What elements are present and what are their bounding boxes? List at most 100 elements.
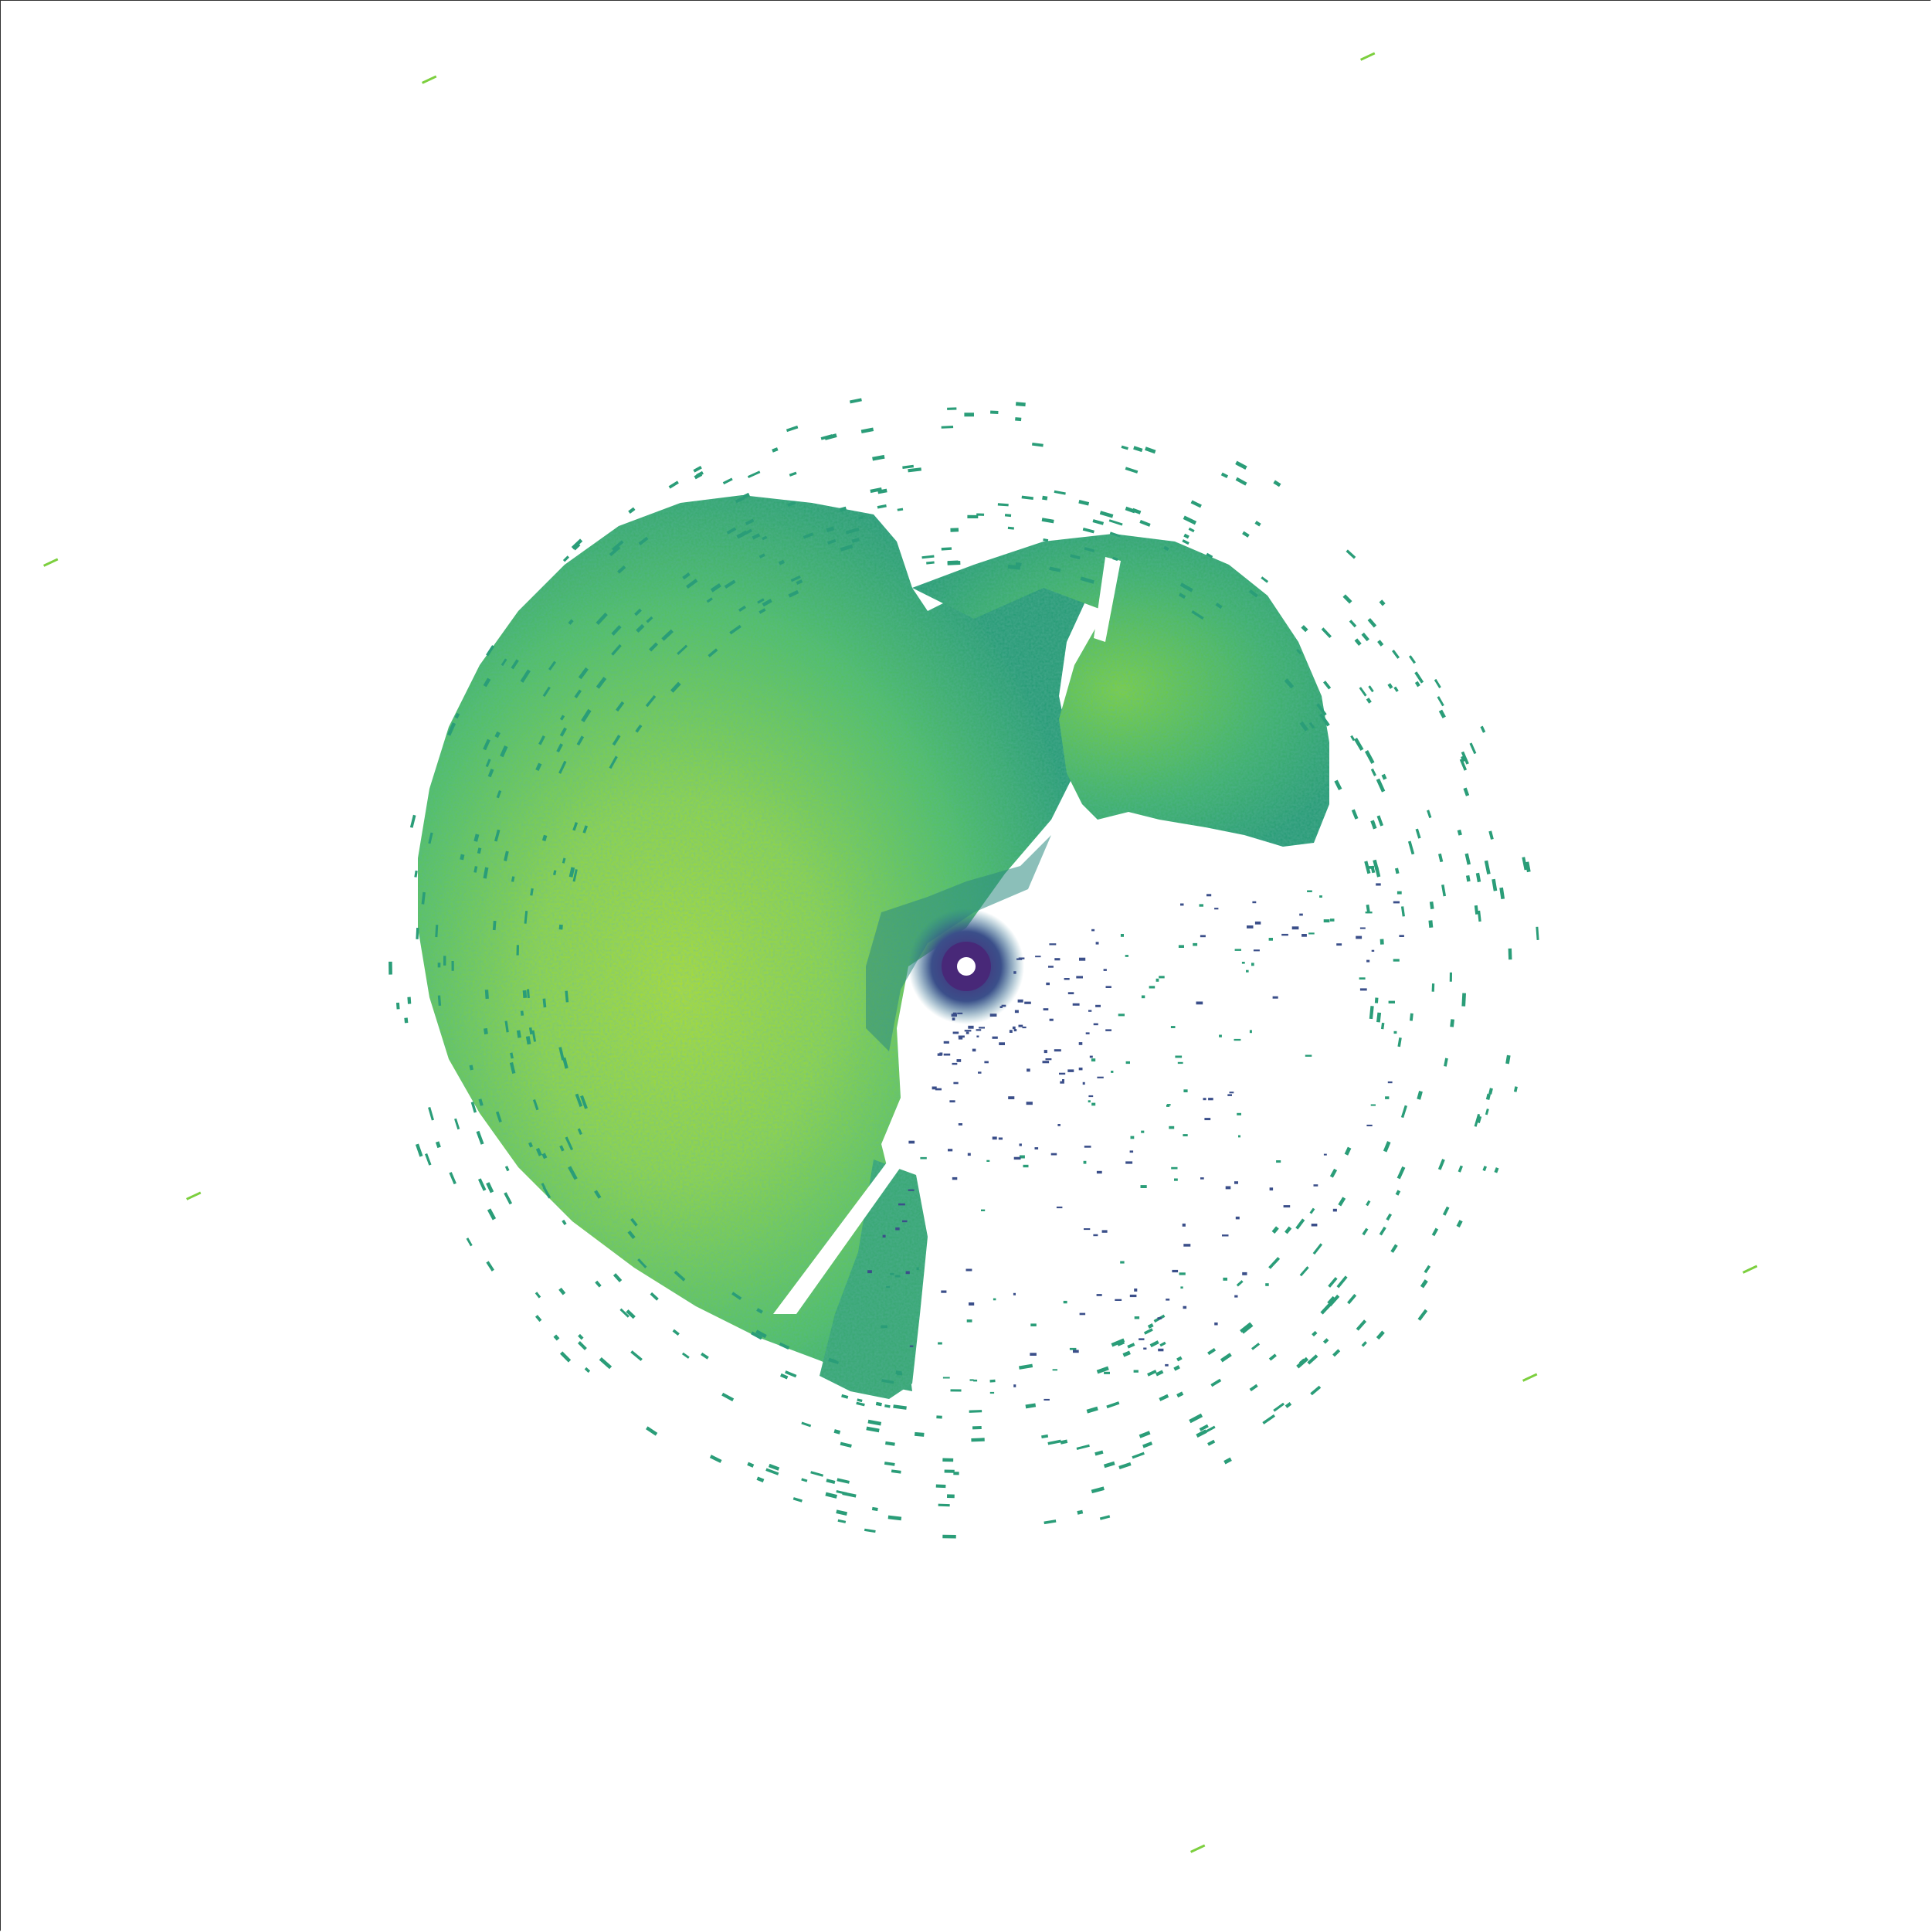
echo-speckle — [999, 1006, 1003, 1008]
echo-speckle — [920, 1156, 927, 1160]
echo-speckle — [1009, 1030, 1013, 1033]
echo-speckle — [1054, 958, 1061, 961]
echo-speckle — [845, 527, 860, 535]
echo-speckle — [779, 1373, 789, 1380]
echo-speckle — [1322, 1338, 1329, 1344]
echo-speckle — [1299, 913, 1303, 916]
echo-speckle — [1199, 904, 1203, 907]
echo-speckle — [1367, 618, 1377, 628]
echo-speckle — [535, 762, 542, 772]
echo-speckle — [1522, 857, 1528, 871]
echo-speckle — [553, 1334, 560, 1341]
echo-speckle — [1307, 1354, 1318, 1365]
echo-speckle — [562, 555, 570, 562]
echo-speckle — [1338, 1197, 1346, 1207]
echo-speckle — [824, 433, 837, 440]
echo-speckle — [454, 1118, 460, 1130]
echo-speckle — [1312, 1243, 1323, 1255]
echo-speckle — [1359, 687, 1367, 697]
echo-speckle — [1235, 477, 1247, 486]
echo-speckle — [755, 1329, 767, 1339]
echo-speckle — [1429, 901, 1434, 910]
echo-speckle — [1437, 1159, 1445, 1170]
echo-speckle — [1249, 1030, 1252, 1034]
far-field-streak — [1742, 1265, 1758, 1274]
echo-speckle — [756, 1308, 763, 1314]
echo-speckle — [1062, 1079, 1064, 1081]
echo-speckle — [958, 1037, 963, 1040]
echo-speckle — [612, 735, 621, 746]
echo-speckle — [1139, 1338, 1145, 1340]
echo-speckle — [1178, 945, 1184, 948]
echo-speckle — [1015, 417, 1022, 422]
echo-speckle — [964, 413, 975, 417]
echo-speckle — [509, 1061, 516, 1075]
echo-speckle — [492, 920, 497, 931]
echo-speckle — [421, 891, 426, 905]
echo-speckle — [778, 559, 785, 565]
echo-speckle — [578, 1333, 584, 1340]
echo-speckle — [1222, 1234, 1229, 1237]
echo-speckle — [826, 1479, 836, 1484]
echo-speckle — [895, 1227, 900, 1231]
echo-speckle — [1251, 963, 1254, 966]
echo-speckle — [792, 1497, 803, 1502]
echo-speckle — [1159, 1394, 1169, 1401]
echo-speckle — [637, 1258, 647, 1268]
echo-speckle — [577, 1341, 587, 1350]
echo-speckle — [1249, 1384, 1258, 1392]
echo-speckle — [1323, 1153, 1327, 1156]
echo-speckle — [1004, 514, 1012, 518]
echo-speckle — [1395, 1190, 1401, 1196]
echo-speckle — [1344, 1146, 1352, 1156]
echo-speckle — [1247, 925, 1254, 929]
echo-speckle — [1091, 929, 1095, 932]
echo-speckle — [1285, 1402, 1292, 1408]
echo-speckle — [758, 553, 765, 559]
echo-speckle — [1284, 678, 1295, 689]
echo-speckle — [1191, 610, 1204, 620]
echo-speckle — [952, 1177, 958, 1180]
echo-speckle — [897, 1373, 902, 1376]
echo-speckle — [1208, 1098, 1213, 1101]
echo-speckle — [520, 669, 531, 683]
echo-speckle — [617, 565, 626, 574]
echo-speckle — [1159, 976, 1165, 979]
echo-speckle — [1132, 1452, 1145, 1459]
echo-speckle — [1132, 508, 1142, 514]
echo-speckle — [1313, 1184, 1318, 1187]
echo-speckle — [1305, 1054, 1312, 1057]
echo-speckle — [1007, 564, 1021, 570]
echo-speckle — [1354, 638, 1362, 647]
echo-speckle — [1508, 948, 1512, 960]
echo-speckle — [1450, 1019, 1455, 1027]
echo-speckle — [1141, 995, 1145, 999]
echo-speckle — [747, 1462, 755, 1468]
echo-speckle — [1234, 1295, 1238, 1298]
echo-speckle — [1069, 1347, 1077, 1350]
echo-speckle — [801, 1478, 808, 1482]
echo-speckle — [942, 1458, 954, 1462]
echo-speckle — [485, 759, 491, 768]
echo-speckle — [558, 1287, 566, 1295]
echo-speckle — [756, 1476, 765, 1482]
echo-speckle — [1111, 1338, 1125, 1347]
echo-speckle — [565, 990, 569, 1003]
echo-speckle — [1125, 1161, 1133, 1164]
echo-speckle — [1097, 1076, 1104, 1078]
echo-speckle — [469, 1064, 473, 1071]
echo-speckle — [1118, 1014, 1125, 1017]
echo-speckle — [758, 608, 766, 614]
echo-speckle — [638, 536, 649, 545]
echo-speckle — [1477, 910, 1481, 922]
echo-speckle — [1166, 1105, 1170, 1107]
echo-speckle — [1142, 1441, 1153, 1448]
echo-speckle — [693, 465, 702, 473]
echo-speckle — [1019, 1143, 1022, 1146]
echo-speckle — [1332, 1208, 1337, 1212]
echo-speckle — [484, 990, 489, 1000]
echo-speckle — [661, 629, 674, 641]
echo-speckle — [1373, 859, 1380, 871]
echo-speckle — [1021, 495, 1033, 501]
echo-speckle — [986, 1160, 990, 1162]
